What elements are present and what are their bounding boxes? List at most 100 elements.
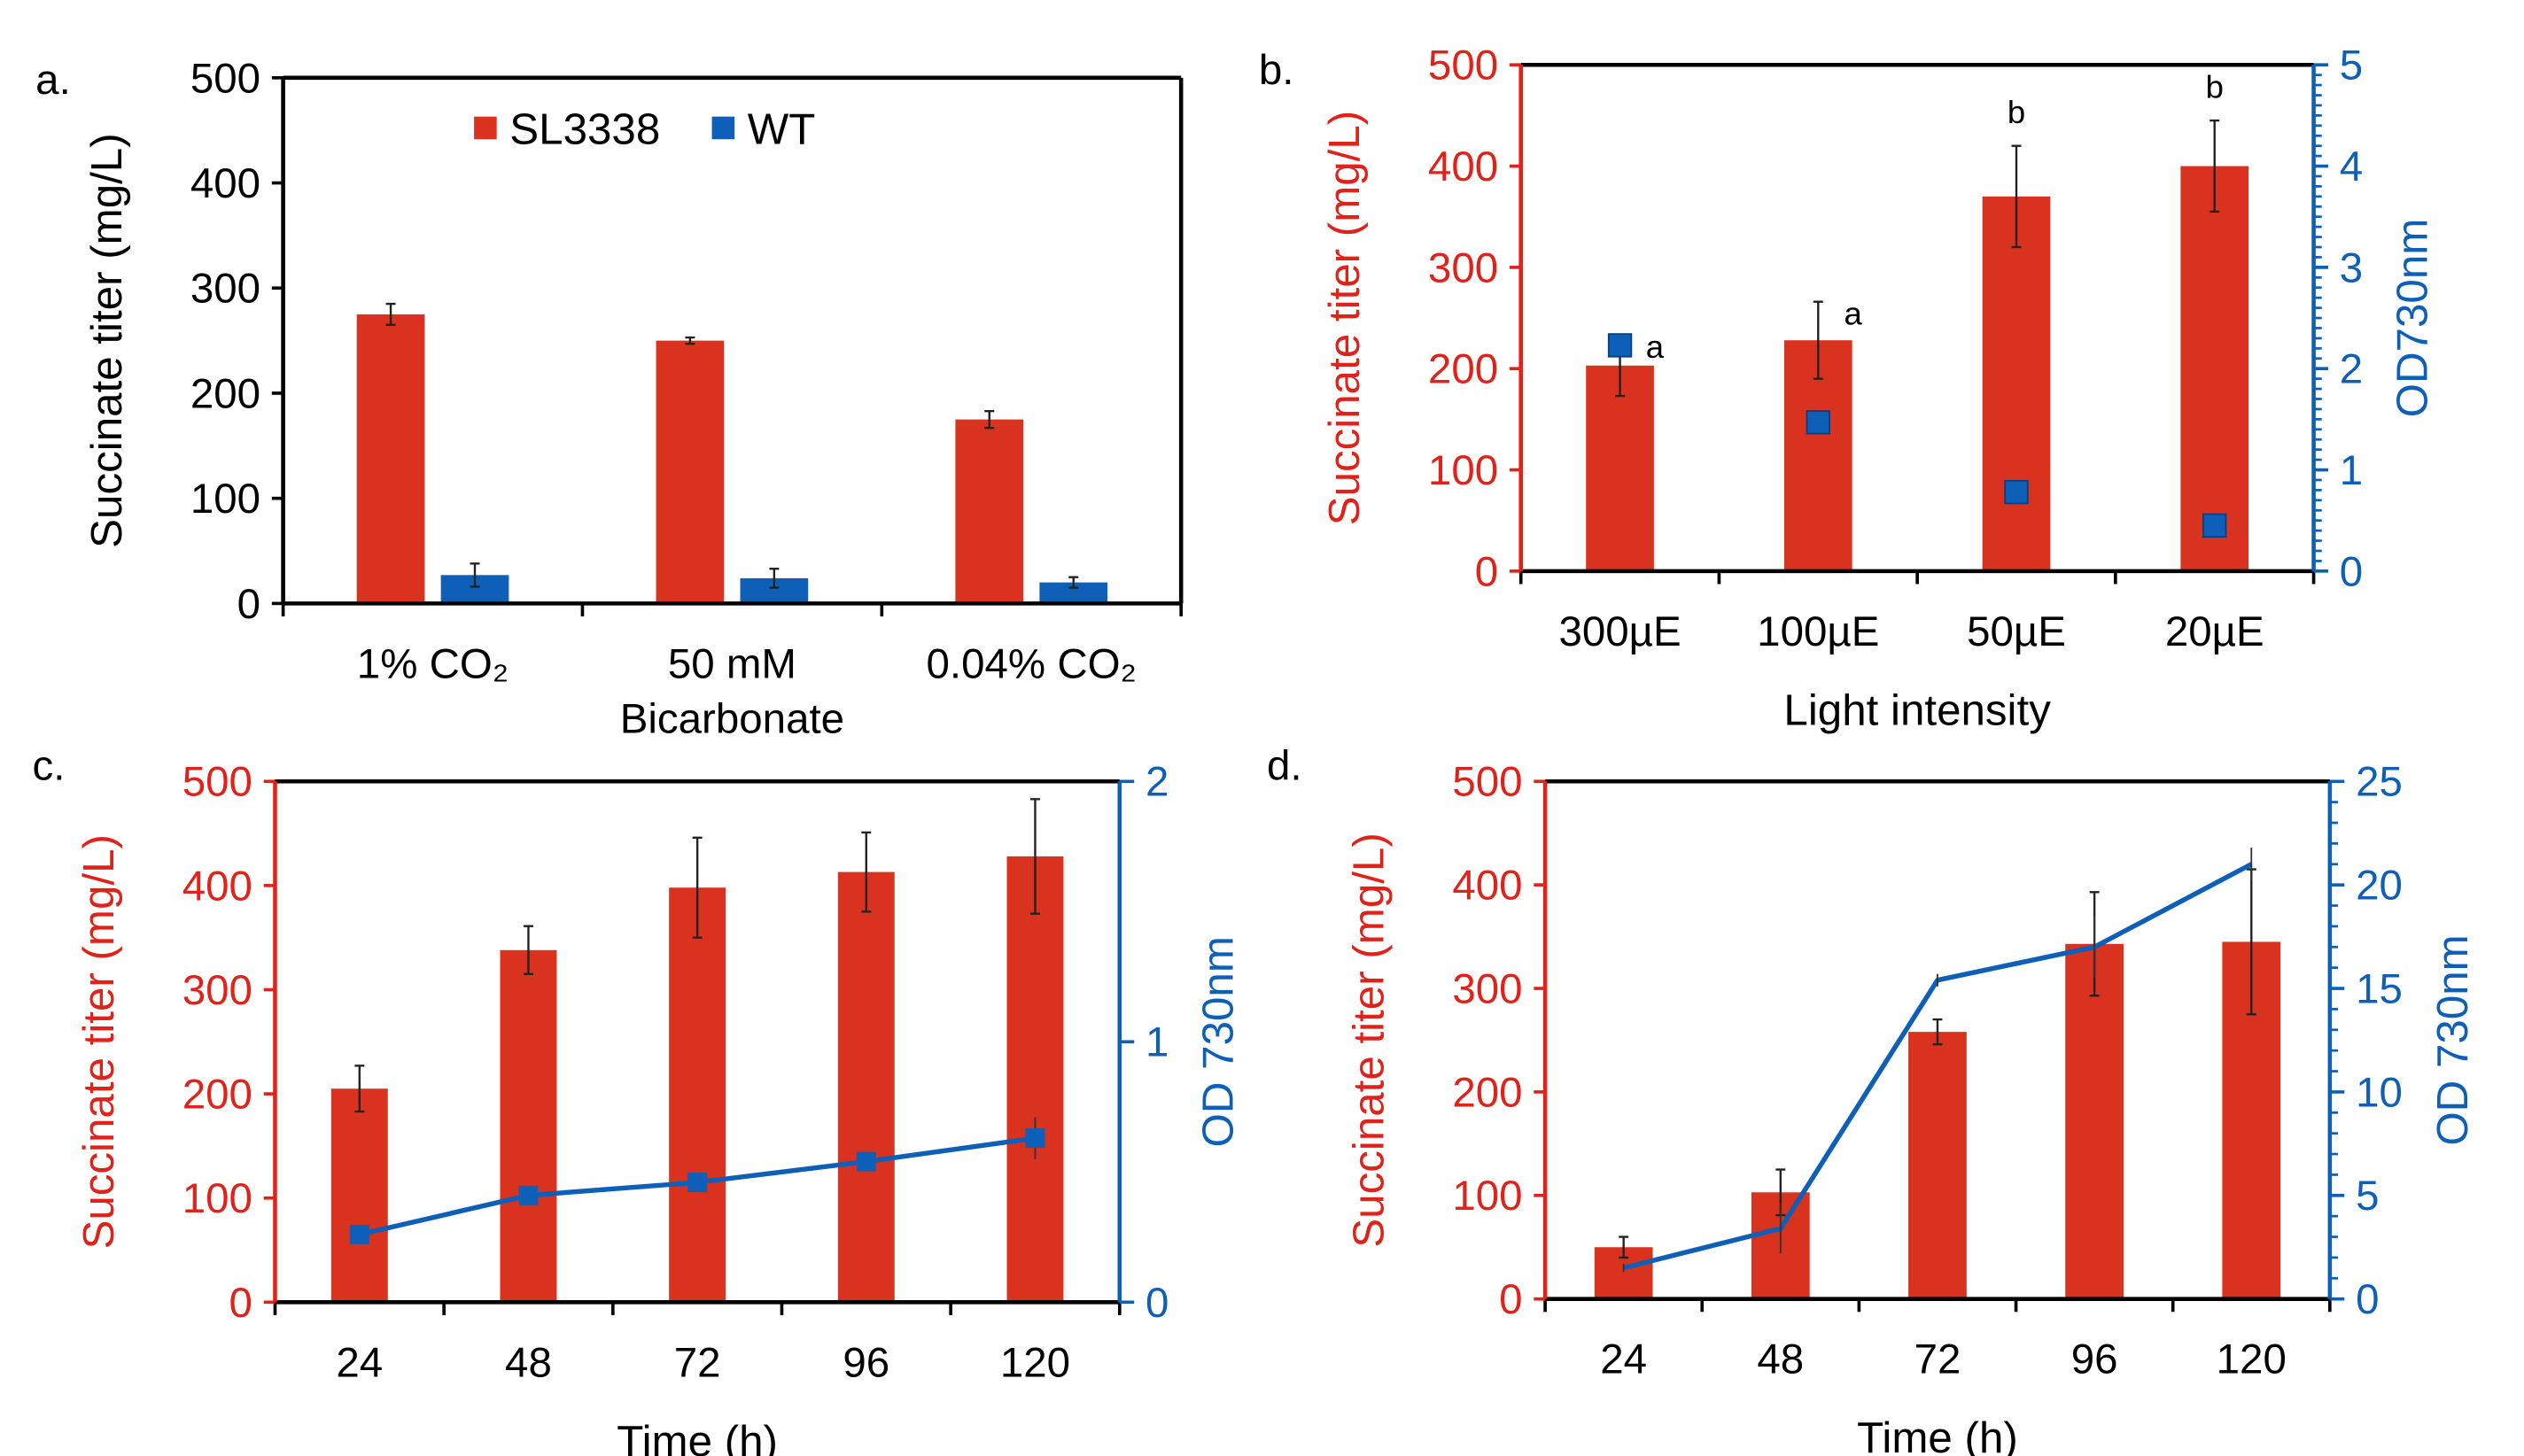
error-bar [1068, 576, 1079, 589]
y-axis-title: Succinate titer (mg/L) [82, 133, 131, 547]
error-bar [861, 831, 872, 913]
legend-label: SL3338 [509, 105, 660, 154]
y-tick-label: 500 [190, 55, 260, 102]
y2-tick-label: 2 [1146, 759, 1169, 806]
y2-tick-label: 0 [1146, 1280, 1169, 1327]
od-marker [856, 1151, 876, 1172]
y2-axis-title: OD 730nm [1194, 936, 1243, 1147]
legend-swatch [711, 116, 735, 140]
x-tick-label: 120 [1000, 1339, 1070, 1386]
od-marker [2004, 479, 2029, 505]
x-axis-title: Time (h) [617, 1417, 778, 1456]
x-tick-label: 72 [1914, 1336, 1961, 1383]
y-tick-label: 200 [1452, 1069, 1522, 1116]
y-tick-label: 400 [1428, 143, 1498, 190]
error-bar [470, 562, 480, 588]
y-tick-label: 0 [237, 581, 260, 628]
bar-succinate-titer [1006, 856, 1064, 1303]
x-tick-label: 50 mM [668, 640, 796, 687]
bar-succinate-titer [500, 949, 557, 1303]
y-tick-label: 300 [1428, 244, 1498, 291]
significance-letter: b [2206, 69, 2224, 105]
od-marker [687, 1173, 708, 1193]
error-bar [1932, 1018, 1943, 1046]
panel-label: a. [35, 57, 71, 104]
y-tick-label: 0 [1499, 1276, 1522, 1323]
x-tick-label: 24 [336, 1339, 383, 1386]
bar-sl3338 [656, 340, 725, 604]
y-tick-label: 300 [190, 266, 260, 313]
x-tick-label: 300µE [1558, 608, 1681, 655]
error-bar [984, 409, 995, 430]
y2-tick-label: 0 [2340, 548, 2363, 595]
bar-succinate-titer [330, 1088, 388, 1303]
error-bar [769, 568, 780, 589]
y2-tick-label: 20 [2356, 863, 2403, 910]
error-bar [685, 336, 695, 345]
y-tick-label: 100 [183, 1175, 252, 1222]
panel-label: d. [1267, 742, 1302, 789]
y-tick-label: 0 [1475, 548, 1498, 595]
error-bar [692, 836, 703, 939]
error-bar [2209, 119, 2220, 213]
x-tick-label: 48 [505, 1339, 552, 1386]
x-tick-label: 120 [2217, 1336, 2287, 1383]
x-tick-label: 24 [1600, 1336, 1647, 1383]
y2-tick-label: 10 [2356, 1069, 2403, 1116]
bar-succinate-titer [837, 871, 895, 1303]
x-tick-label: 48 [1757, 1336, 1804, 1383]
bar-succinate-titer [2180, 166, 2249, 571]
y2-axis-title: OD730nm [2388, 219, 2436, 418]
od-marker [2202, 513, 2227, 538]
y-tick-label: 200 [183, 1072, 252, 1119]
panel-label: b. [1259, 47, 1294, 94]
y2-tick-label: 2 [2340, 346, 2363, 393]
y2-tick-label: 25 [2356, 759, 2403, 806]
od-marker [1025, 1128, 1045, 1149]
panel-b: b. a a b b 0 100 200 300 400 500 Succinate titer (m… [1259, 43, 2437, 735]
od-marker [349, 1224, 369, 1244]
y-axis-title: Succinate titer (mg/L) [74, 834, 123, 1250]
x-tick-label: 50µE [1967, 608, 2066, 655]
panel-a: a. 0 100 200 300 400 500 Succinate titer (mg/L)… [35, 55, 1184, 742]
y-tick-label: 400 [190, 160, 260, 207]
od-marker [518, 1185, 539, 1205]
y-tick-label: 200 [1428, 346, 1498, 393]
y-tick-label: 100 [1452, 1173, 1522, 1220]
legend: SL3338 WT [474, 105, 815, 154]
x-tick-label: 1% CO₂ [357, 640, 509, 687]
od-marker [1806, 410, 1830, 435]
y2-tick-label: 1 [1146, 1019, 1169, 1066]
x-tick-label: 96 [843, 1339, 889, 1386]
y-tick-label: 100 [190, 476, 260, 523]
y2-tick-label: 5 [2340, 43, 2363, 89]
x-tick-label: Bicarbonate [620, 695, 844, 742]
y-tick-label: 200 [190, 370, 260, 417]
y-axis-title: Succinate titer (mg/L) [1344, 833, 1393, 1247]
y-tick-label: 300 [1452, 965, 1522, 1012]
y-tick-label: 500 [1452, 759, 1522, 806]
y-tick-label: 300 [183, 967, 252, 1014]
x-tick-label: 72 [674, 1339, 721, 1386]
y2-tick-label: 0 [2356, 1276, 2379, 1323]
x-axis-title: Time (h) [1857, 1413, 2018, 1456]
panel-c: c. 0 100 200 300 400 500 Succinate titer (mg/L)… [33, 742, 1243, 1456]
bar-succinate-titer [1908, 1032, 1967, 1299]
od-marker [1607, 333, 1633, 358]
y2-tick-label: 15 [2356, 965, 2403, 1012]
y2-tick-label: 3 [2340, 244, 2363, 291]
bar-succinate-titer [1586, 365, 1654, 571]
legend-label: WT [748, 105, 816, 154]
y-tick-label: 500 [1428, 43, 1498, 89]
bar-succinate-titer [669, 887, 726, 1303]
significance-letter: a [1844, 295, 1863, 331]
y2-tick-label: 1 [2340, 447, 2363, 494]
bar-sl3338 [955, 419, 1024, 604]
error-bar [385, 302, 396, 326]
legend-swatch [474, 116, 497, 140]
y-tick-label: 400 [183, 863, 252, 910]
error-bar [2011, 144, 2022, 249]
error-bar [1813, 300, 1823, 380]
x-tick-label: 96 [2071, 1336, 2118, 1383]
